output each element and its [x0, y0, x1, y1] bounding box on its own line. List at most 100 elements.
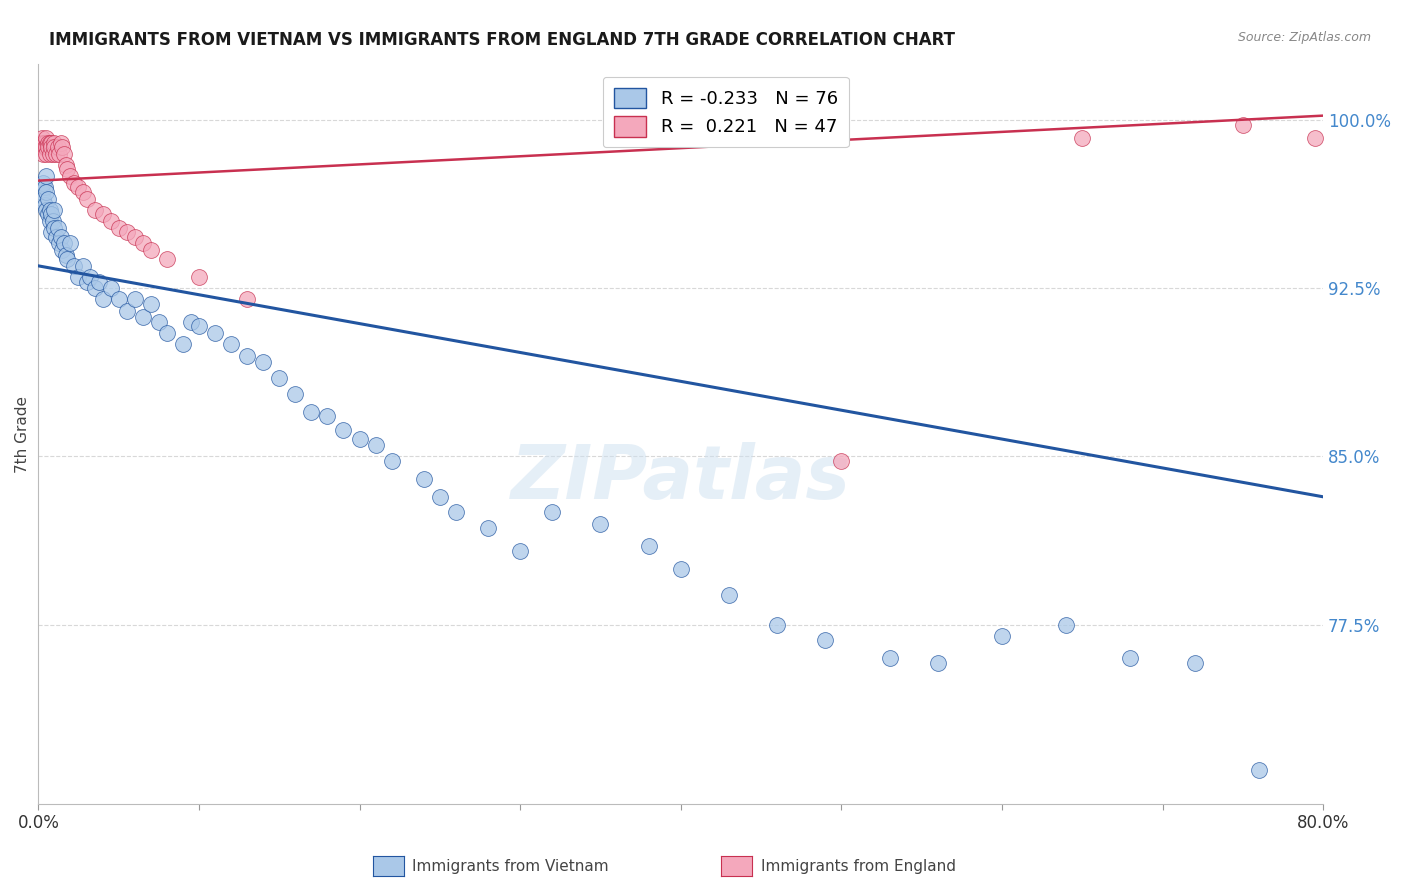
Point [107, 220, 129, 235]
Point [67, 180, 90, 194]
Point [37, 207, 59, 221]
Text: Immigrants from Vietnam: Immigrants from Vietnam [412, 859, 609, 873]
Point [541, 506, 564, 520]
Point [381, 454, 404, 468]
Point [332, 423, 354, 437]
Point [53, 236, 76, 251]
Point [766, 617, 789, 632]
Point [44, 136, 66, 150]
Point [187, 270, 209, 285]
Y-axis label: 7th Grade: 7th Grade [15, 395, 30, 473]
Point [32, 136, 55, 150]
Point [1119, 651, 1142, 665]
Point [509, 543, 531, 558]
Point [32, 176, 55, 190]
Point [412, 472, 434, 486]
Point [89, 275, 111, 289]
Point [100, 281, 122, 295]
Point [132, 236, 155, 251]
Point [349, 432, 371, 446]
Point [35, 131, 58, 145]
Point [34, 140, 56, 154]
Point [45, 229, 67, 244]
Text: ZIPatlas: ZIPatlas [510, 442, 851, 515]
Point [37, 136, 59, 150]
Point [814, 633, 837, 648]
Point [62, 176, 84, 190]
Point [28, 136, 51, 150]
Point [53, 146, 76, 161]
Point [44, 220, 66, 235]
Point [48, 236, 70, 251]
Point [76, 192, 98, 206]
Point [35, 146, 58, 161]
Point [1247, 764, 1270, 778]
Point [1054, 617, 1077, 632]
Point [31, 131, 53, 145]
Point [83, 281, 105, 295]
Point [76, 275, 98, 289]
Point [429, 490, 451, 504]
Point [59, 169, 82, 183]
Point [717, 589, 740, 603]
Point [37, 192, 59, 206]
Point [34, 180, 56, 194]
Text: Immigrants from England: Immigrants from England [761, 859, 956, 873]
Point [219, 337, 242, 351]
Point [180, 315, 202, 329]
Point [364, 438, 387, 452]
Point [132, 310, 155, 325]
Point [115, 303, 138, 318]
Point [79, 270, 101, 285]
Point [669, 561, 692, 575]
Text: IMMIGRANTS FROM VIETNAM VS IMMIGRANTS FROM ENGLAND 7TH GRADE CORRELATION CHART: IMMIGRANTS FROM VIETNAM VS IMMIGRANTS FR… [49, 31, 955, 49]
Point [91, 207, 114, 221]
Point [72, 185, 94, 199]
Point [299, 404, 322, 418]
Point [35, 169, 58, 183]
Point [56, 252, 79, 267]
Point [72, 259, 94, 273]
Point [34, 198, 56, 212]
Point [139, 243, 162, 257]
Point [91, 293, 114, 307]
Point [124, 229, 146, 244]
Point [187, 319, 209, 334]
Point [37, 140, 59, 154]
Point [31, 140, 53, 154]
Text: Source: ZipAtlas.com: Source: ZipAtlas.com [1237, 31, 1371, 45]
Point [284, 386, 307, 401]
Point [156, 326, 179, 340]
Point [1184, 656, 1206, 670]
Point [269, 371, 291, 385]
Point [316, 409, 339, 423]
Point [172, 337, 194, 351]
Point [49, 136, 72, 150]
Point [62, 259, 84, 273]
Point [44, 202, 66, 217]
Point [927, 656, 949, 670]
Point [1303, 131, 1326, 145]
Point [124, 293, 146, 307]
Point [148, 315, 170, 329]
Point [204, 326, 226, 340]
Point [35, 185, 58, 199]
Point [38, 202, 60, 217]
Point [35, 202, 58, 217]
Point [236, 293, 259, 307]
Point [39, 140, 62, 154]
Point [55, 158, 77, 172]
Point [830, 454, 852, 468]
Point [42, 146, 65, 161]
Point [83, 202, 105, 217]
Point [477, 521, 499, 535]
Point [49, 229, 72, 244]
Point [39, 225, 62, 239]
Point [236, 349, 259, 363]
Point [39, 136, 62, 150]
Legend: R = -0.233   N = 76, R =  0.221   N = 47: R = -0.233 N = 76, R = 0.221 N = 47 [603, 77, 849, 147]
Point [35, 140, 58, 154]
Point [46, 140, 69, 154]
Point [38, 214, 60, 228]
Point [59, 236, 82, 251]
